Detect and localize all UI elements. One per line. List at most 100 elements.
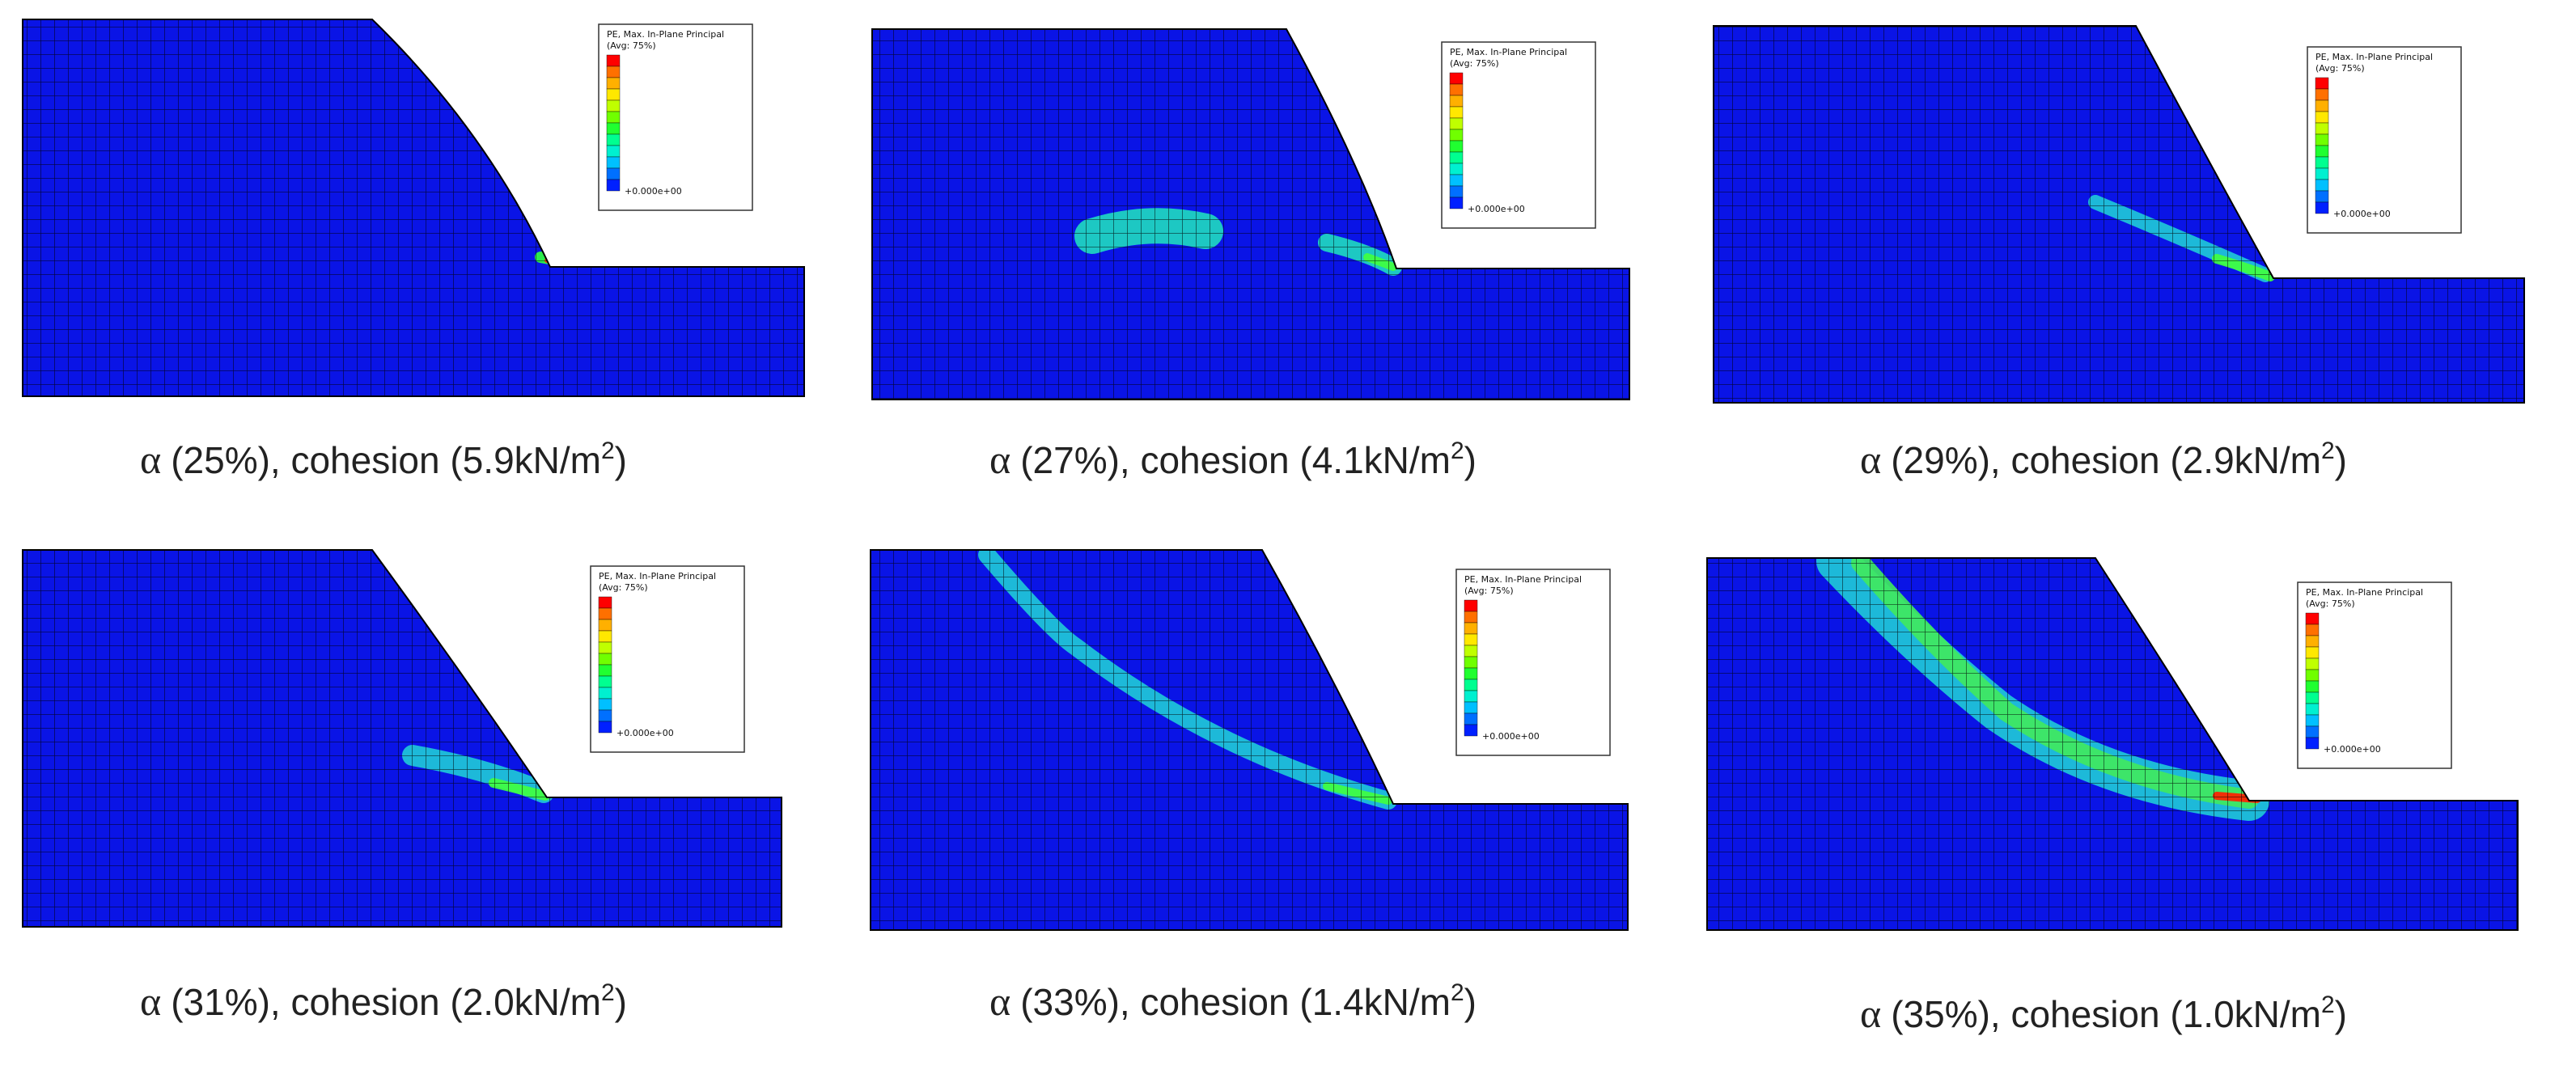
legend-swatch (2315, 156, 2329, 169)
panel: PE, Max. In-Plane Principal(Avg: 75%) +0.… (1713, 25, 2525, 482)
legend-swatch (2315, 133, 2329, 146)
legend-box (598, 23, 753, 211)
legend-swatch (598, 630, 612, 643)
legend-swatch (606, 77, 621, 90)
caption-symbol: α (989, 979, 1010, 1024)
caption-superscript: 2 (1451, 438, 1464, 464)
legend-swatch (2305, 714, 2320, 727)
panel: PE, Max. In-Plane Principal(Avg: 75%) +0.… (22, 19, 805, 482)
caption-text: (33%), cohesion (1.4kN/m (1020, 981, 1451, 1023)
legend-swatch (606, 179, 621, 192)
legend-swatch (2305, 691, 2320, 704)
caption-symbol: α (1860, 437, 1881, 482)
caption-symbol: α (140, 979, 161, 1024)
legend-swatch (1449, 140, 1464, 153)
legend-swatch (606, 133, 621, 146)
legend-average: (Avg: 75%) (1450, 58, 1499, 69)
slope-outline (870, 549, 1629, 931)
legend-average: (Avg: 75%) (607, 40, 656, 51)
legend-swatch (606, 99, 621, 112)
legend-swatch (606, 54, 621, 67)
legend-minimum: +0.000e+00 (1482, 731, 1540, 742)
legend-average: (Avg: 75%) (2306, 598, 2355, 609)
panel: PE, Max. In-Plane Principal(Avg: 75%) +0.… (22, 549, 782, 1024)
legend-swatch (1449, 185, 1464, 198)
legend-swatch (1464, 679, 1478, 691)
legend-box (1441, 41, 1596, 229)
caption-suffix: ) (1464, 981, 1477, 1023)
legend-title: PE, Max. In-Plane Principal (2306, 587, 2423, 598)
slope-outline (1713, 25, 2525, 404)
legend-average: (Avg: 75%) (599, 582, 648, 593)
caption-symbol: α (1860, 991, 1881, 1036)
legend-swatch (598, 641, 612, 654)
legend-swatch (2315, 201, 2329, 214)
slope-outline (22, 549, 782, 928)
legend-swatch (598, 596, 612, 609)
legend-swatch (606, 167, 621, 180)
caption-superscript: 2 (1451, 979, 1464, 1006)
legend-swatch (2315, 179, 2329, 192)
legend-swatch (2305, 612, 2320, 625)
slope-outline (22, 19, 805, 397)
legend-swatch (1449, 129, 1464, 142)
legend-swatch (1449, 151, 1464, 164)
legend-box (590, 565, 745, 753)
legend-swatch (2305, 703, 2320, 716)
legend-title: PE, Max. In-Plane Principal (1450, 47, 1567, 57)
legend-swatch (606, 66, 621, 78)
legend-average: (Avg: 75%) (1464, 586, 1514, 596)
caption-text: (25%), cohesion (5.9kN/m (171, 439, 601, 481)
legend-swatch (2315, 77, 2329, 90)
caption-superscript: 2 (601, 979, 615, 1006)
legend-swatch (2315, 111, 2329, 124)
legend-swatch (598, 721, 612, 734)
legend-swatch (2305, 737, 2320, 750)
legend-minimum: +0.000e+00 (1468, 204, 1525, 214)
legend-swatch (606, 156, 621, 169)
legend-box (2307, 46, 2462, 234)
slope-outline (871, 28, 1630, 400)
legend-swatch (1449, 72, 1464, 85)
legend-swatch (598, 709, 612, 722)
legend-swatch (606, 111, 621, 124)
caption-superscript: 2 (601, 438, 615, 464)
legend-swatch (598, 653, 612, 666)
caption: α (31%), cohesion (2.0kN/m2) (140, 979, 627, 1024)
legend-swatch (2315, 99, 2329, 112)
legend-swatch (1464, 633, 1478, 646)
caption: α (27%), cohesion (4.1kN/m2) (989, 437, 1477, 482)
legend-swatch (1464, 611, 1478, 624)
legend-swatch (598, 675, 612, 688)
caption: α (35%), cohesion (1.0kN/m2) (1860, 991, 2347, 1036)
caption-text: (29%), cohesion (2.9kN/m (1891, 439, 2321, 481)
caption-text: (27%), cohesion (4.1kN/m (1020, 439, 1451, 481)
legend-swatch (598, 698, 612, 711)
legend-swatch (1449, 106, 1464, 119)
legend-swatch (598, 607, 612, 620)
legend-swatch (598, 687, 612, 700)
caption-suffix: ) (2335, 439, 2347, 481)
legend-swatch (2305, 624, 2320, 636)
legend-swatch (2305, 725, 2320, 738)
caption-suffix: ) (1464, 439, 1477, 481)
caption-text: (31%), cohesion (2.0kN/m (171, 981, 601, 1023)
legend-swatch (2315, 167, 2329, 180)
caption-superscript: 2 (2321, 992, 2335, 1018)
panel: PE, Max. In-Plane Principal(Avg: 75%) +0.… (870, 549, 1629, 1024)
caption-suffix: ) (2335, 993, 2347, 1035)
caption-suffix: ) (615, 439, 627, 481)
legend-swatch (2305, 680, 2320, 693)
legend-swatch (1449, 197, 1464, 209)
caption-text: (35%), cohesion (1.0kN/m (1891, 993, 2321, 1035)
legend-swatch (598, 619, 612, 632)
caption-symbol: α (989, 437, 1010, 482)
slope-outline (1706, 557, 2519, 931)
caption-suffix: ) (615, 981, 627, 1023)
legend-swatch (1449, 95, 1464, 108)
panel: PE, Max. In-Plane Principal(Avg: 75%) +0.… (871, 28, 1630, 482)
caption: α (25%), cohesion (5.9kN/m2) (140, 437, 627, 482)
legend-swatch (2305, 658, 2320, 670)
